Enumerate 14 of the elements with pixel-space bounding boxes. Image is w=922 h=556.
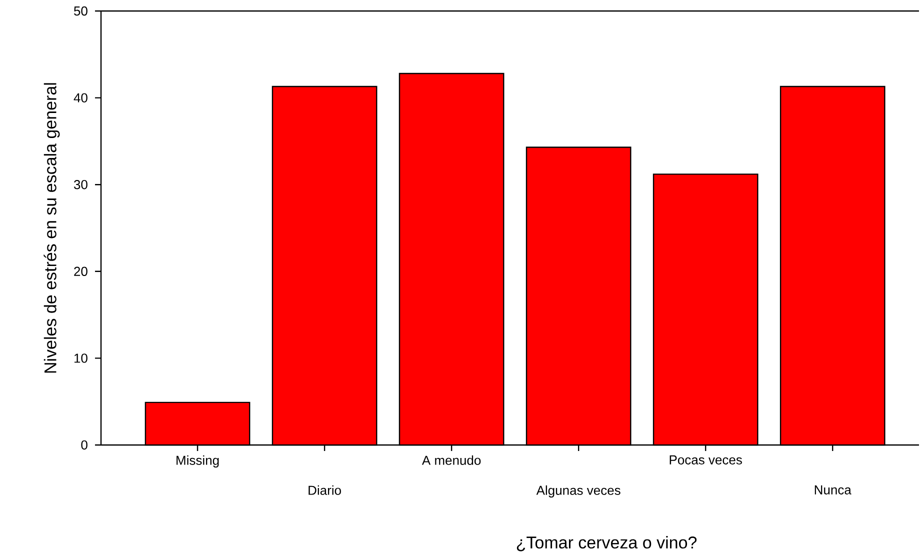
- x-tick-label: A menudo: [422, 455, 481, 465]
- x-tick-label: Nunca: [814, 485, 852, 494]
- y-tick-label: 10: [74, 354, 88, 363]
- x-tick-label: Diario: [308, 485, 341, 495]
- y-axis-title: Niveles de estrés en su escala general: [44, 83, 60, 373]
- x-tick-label: Missing: [176, 455, 219, 468]
- y-tick-label: 50: [74, 6, 88, 16]
- y-tick-label: 20: [74, 266, 88, 276]
- y-tick-label: 30: [74, 180, 88, 190]
- y-tick-label: 0: [81, 440, 88, 450]
- y-tick-label: 40: [74, 93, 88, 102]
- x-axis-title: ¿Tomar cerveza o vino?: [516, 536, 697, 552]
- x-tick-label: Pocas veces: [670, 455, 742, 464]
- x-tick-label: Algunas veces: [536, 485, 620, 498]
